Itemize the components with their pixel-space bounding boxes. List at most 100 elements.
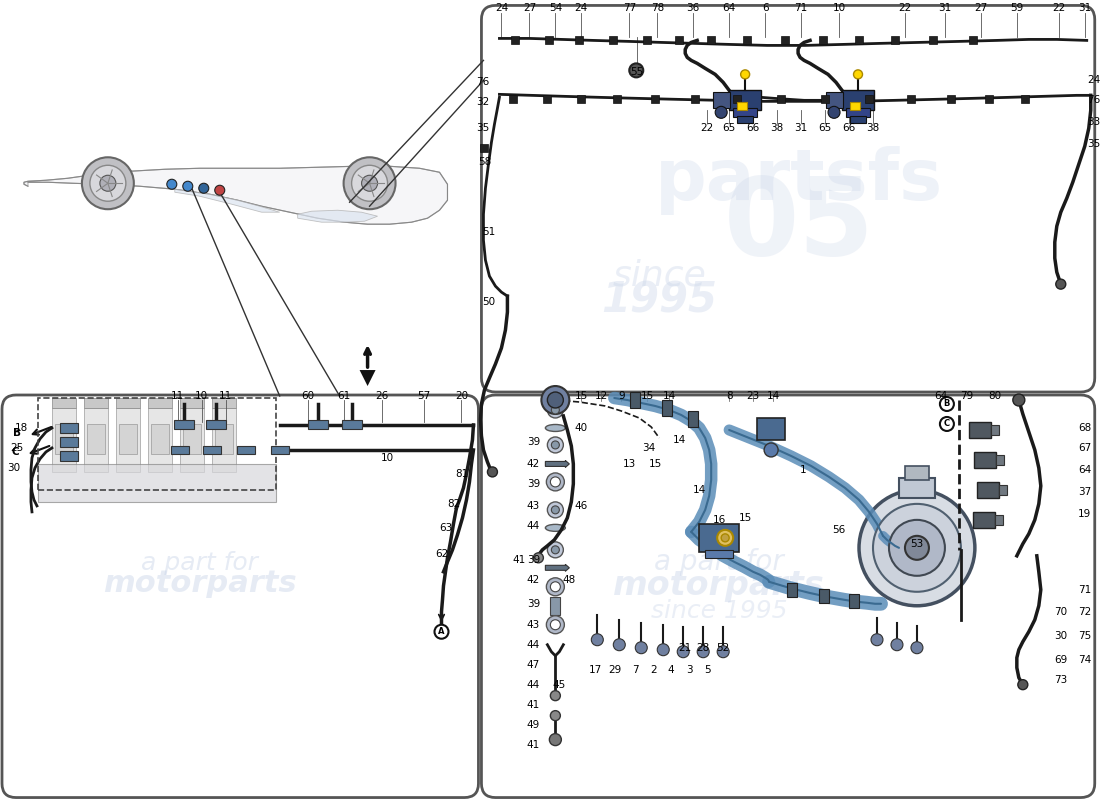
- Text: C: C: [944, 419, 950, 429]
- Text: 60: 60: [301, 391, 315, 401]
- Circle shape: [873, 504, 961, 592]
- Bar: [908, 95, 915, 103]
- Circle shape: [722, 534, 729, 542]
- Bar: [777, 95, 785, 103]
- Circle shape: [1013, 394, 1025, 406]
- Polygon shape: [175, 190, 279, 212]
- Circle shape: [614, 638, 625, 650]
- Text: 34: 34: [642, 443, 656, 453]
- Polygon shape: [24, 166, 448, 224]
- Bar: [662, 400, 672, 416]
- Text: 7: 7: [632, 665, 639, 674]
- Circle shape: [487, 467, 497, 477]
- Text: 41: 41: [513, 555, 526, 565]
- Bar: [206, 420, 225, 429]
- Circle shape: [547, 473, 564, 491]
- Text: 71: 71: [1078, 585, 1091, 594]
- Bar: [972, 512, 994, 528]
- Text: 59: 59: [1010, 3, 1023, 14]
- Text: 20: 20: [455, 391, 468, 401]
- Circle shape: [541, 386, 570, 414]
- Text: 21: 21: [679, 642, 692, 653]
- Text: partsfs: partsfs: [654, 146, 943, 215]
- Circle shape: [828, 106, 840, 118]
- Text: 44: 44: [527, 521, 540, 531]
- Bar: [147, 408, 172, 472]
- Text: 61: 61: [337, 391, 350, 401]
- Text: 9: 9: [618, 391, 625, 401]
- Circle shape: [352, 166, 387, 202]
- Bar: [991, 425, 999, 435]
- Circle shape: [100, 175, 116, 191]
- Text: 23: 23: [747, 391, 760, 401]
- Bar: [174, 420, 194, 429]
- Text: 46: 46: [574, 501, 589, 511]
- Text: 35: 35: [476, 123, 490, 134]
- FancyBboxPatch shape: [482, 6, 1094, 392]
- Circle shape: [551, 441, 560, 449]
- Text: 66: 66: [747, 123, 760, 134]
- Text: 42: 42: [527, 459, 540, 469]
- Text: 55: 55: [630, 67, 644, 78]
- Bar: [578, 95, 585, 103]
- Text: 27: 27: [522, 3, 536, 14]
- Text: 82: 82: [447, 499, 460, 509]
- Bar: [546, 37, 553, 45]
- Bar: [342, 420, 362, 429]
- Circle shape: [550, 710, 560, 721]
- Text: 43: 43: [527, 620, 540, 630]
- Bar: [928, 37, 937, 45]
- Text: 22: 22: [899, 3, 912, 14]
- Circle shape: [629, 63, 644, 78]
- Bar: [977, 482, 999, 498]
- Text: 49: 49: [527, 720, 540, 730]
- Text: 39: 39: [527, 598, 540, 609]
- Text: 69: 69: [1054, 654, 1067, 665]
- Circle shape: [214, 186, 224, 195]
- Text: 71: 71: [794, 3, 807, 14]
- Bar: [737, 116, 754, 123]
- Text: 15: 15: [738, 513, 751, 523]
- Bar: [550, 597, 560, 614]
- Text: 05: 05: [724, 172, 875, 278]
- Circle shape: [740, 70, 749, 79]
- Text: 31: 31: [938, 3, 952, 14]
- FancyArrow shape: [546, 564, 570, 571]
- Text: 47: 47: [527, 660, 540, 670]
- Circle shape: [859, 490, 975, 606]
- Bar: [651, 95, 659, 103]
- Text: 44: 44: [527, 680, 540, 690]
- Text: 58: 58: [478, 158, 492, 167]
- Circle shape: [362, 175, 377, 191]
- Text: 8: 8: [726, 391, 733, 401]
- Text: 10: 10: [381, 453, 394, 463]
- Text: 31: 31: [1078, 3, 1091, 14]
- Text: 11: 11: [219, 391, 232, 401]
- Text: 63: 63: [439, 523, 452, 533]
- Text: 10: 10: [195, 391, 208, 401]
- Text: 25: 25: [11, 443, 24, 453]
- Circle shape: [871, 634, 883, 646]
- Text: 33: 33: [1087, 118, 1100, 127]
- Circle shape: [717, 530, 734, 546]
- Bar: [969, 37, 977, 45]
- Bar: [614, 95, 622, 103]
- Circle shape: [167, 179, 177, 190]
- Bar: [84, 398, 108, 408]
- Polygon shape: [298, 210, 377, 222]
- Bar: [202, 446, 221, 454]
- Circle shape: [547, 616, 564, 634]
- Circle shape: [1018, 680, 1027, 690]
- Circle shape: [550, 477, 560, 487]
- Text: 39: 39: [527, 437, 540, 447]
- Bar: [713, 92, 730, 108]
- Circle shape: [547, 578, 564, 596]
- Circle shape: [183, 182, 192, 191]
- Bar: [1021, 95, 1028, 103]
- Text: 10: 10: [833, 3, 846, 14]
- Text: motorparts: motorparts: [103, 569, 297, 598]
- Text: 13: 13: [623, 459, 636, 469]
- Circle shape: [678, 646, 690, 658]
- Bar: [969, 422, 991, 438]
- Circle shape: [548, 392, 563, 408]
